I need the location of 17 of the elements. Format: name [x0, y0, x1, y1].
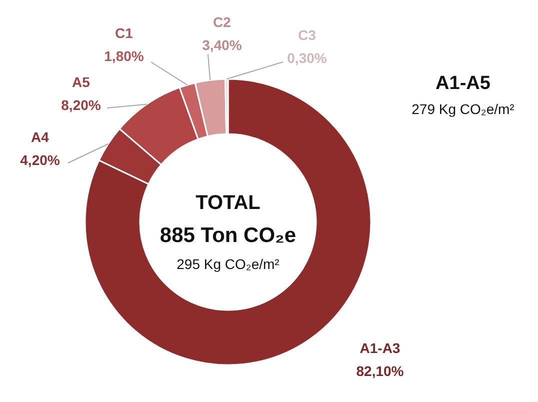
text: 295 Kg CO₂e/m² — [176, 256, 280, 272]
slice-label: A4 — [31, 129, 50, 145]
text: A1-A5 — [436, 72, 491, 94]
text: TOTAL — [196, 192, 260, 214]
text: 279 Kg CO₂e/m² — [412, 101, 515, 117]
data-label: 4,20% — [20, 152, 60, 168]
slice-label: A1-A3 — [360, 340, 400, 356]
data-label: 0,30% — [287, 50, 328, 66]
data-label: 8,20% — [61, 97, 102, 113]
data-label: 3,40% — [202, 37, 242, 53]
slice-label: C3 — [298, 27, 316, 43]
slice-label: C2 — [213, 14, 232, 30]
text: 885 Ton CO₂e — [160, 224, 296, 246]
slice-label: A5 — [72, 74, 90, 90]
data-label: 82,10% — [356, 363, 404, 379]
slice-label: C1 — [115, 25, 134, 41]
data-label: 1,80% — [104, 48, 144, 64]
